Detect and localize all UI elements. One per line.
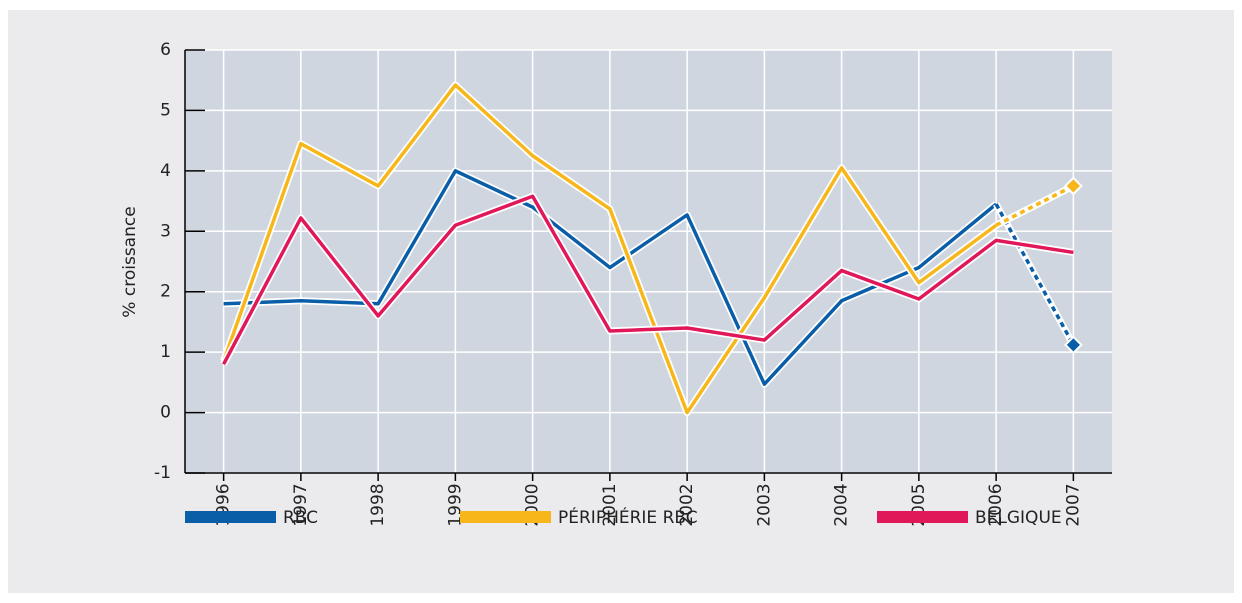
x-tick-label: 2002 xyxy=(677,483,697,526)
y-tick-label: 5 xyxy=(160,100,171,120)
y-tick-label: 6 xyxy=(160,40,171,60)
y-tick-label: 3 xyxy=(160,221,171,241)
legend-swatch xyxy=(185,511,276,523)
projection-line xyxy=(995,184,1075,227)
line xyxy=(222,194,1074,366)
y-tick-label: -1 xyxy=(154,463,171,483)
x-tick-label: 2006 xyxy=(986,483,1006,526)
y-axis-label: % croissance xyxy=(120,206,140,317)
legend-label: PÉRIPHÉRIE RBC xyxy=(558,506,698,528)
legend-swatch xyxy=(460,511,551,523)
y-tick-label: 0 xyxy=(160,403,171,423)
y-tick-label: 1 xyxy=(160,342,171,362)
line-outline xyxy=(993,202,1077,347)
legend-swatch xyxy=(877,511,968,523)
x-tick-label: 1997 xyxy=(291,483,311,526)
legend-label: RBC xyxy=(283,508,318,528)
y-tick-label: 2 xyxy=(160,282,171,302)
x-tick-label: 2001 xyxy=(600,483,620,526)
x-tick-label: 2003 xyxy=(754,483,774,526)
end-marker xyxy=(1063,335,1083,355)
x-tick-label: 1998 xyxy=(368,483,388,526)
y-tick-label: 4 xyxy=(160,161,171,181)
legend-label: BELGIQUE xyxy=(975,508,1062,528)
x-tick-label: 2004 xyxy=(832,483,852,526)
x-tick-label: 2007 xyxy=(1063,483,1083,526)
line xyxy=(221,83,998,415)
end-marker xyxy=(1063,176,1083,196)
line xyxy=(223,169,998,386)
